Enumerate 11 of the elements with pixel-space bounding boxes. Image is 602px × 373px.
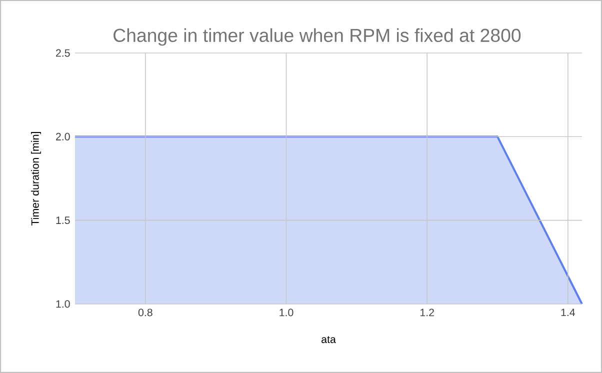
x-tick-label: 1.4 — [561, 308, 576, 316]
x-tick-label: 0.8 — [138, 308, 152, 316]
x-axis-title: ata — [322, 336, 336, 344]
y-tick-label: 2.0 — [56, 132, 70, 140]
x-tick-label: 1.2 — [420, 308, 434, 316]
y-tick-label: 1.0 — [56, 300, 70, 308]
chart-title: Change in timer value when RPM is fixed at 2800 — [114, 28, 521, 46]
y-tick-label: 1.5 — [56, 216, 70, 224]
y-tick-label: 2.5 — [56, 49, 70, 57]
x-tick-label: 1.0 — [280, 308, 294, 316]
y-axis-title: Timer duration [min] — [31, 132, 41, 226]
